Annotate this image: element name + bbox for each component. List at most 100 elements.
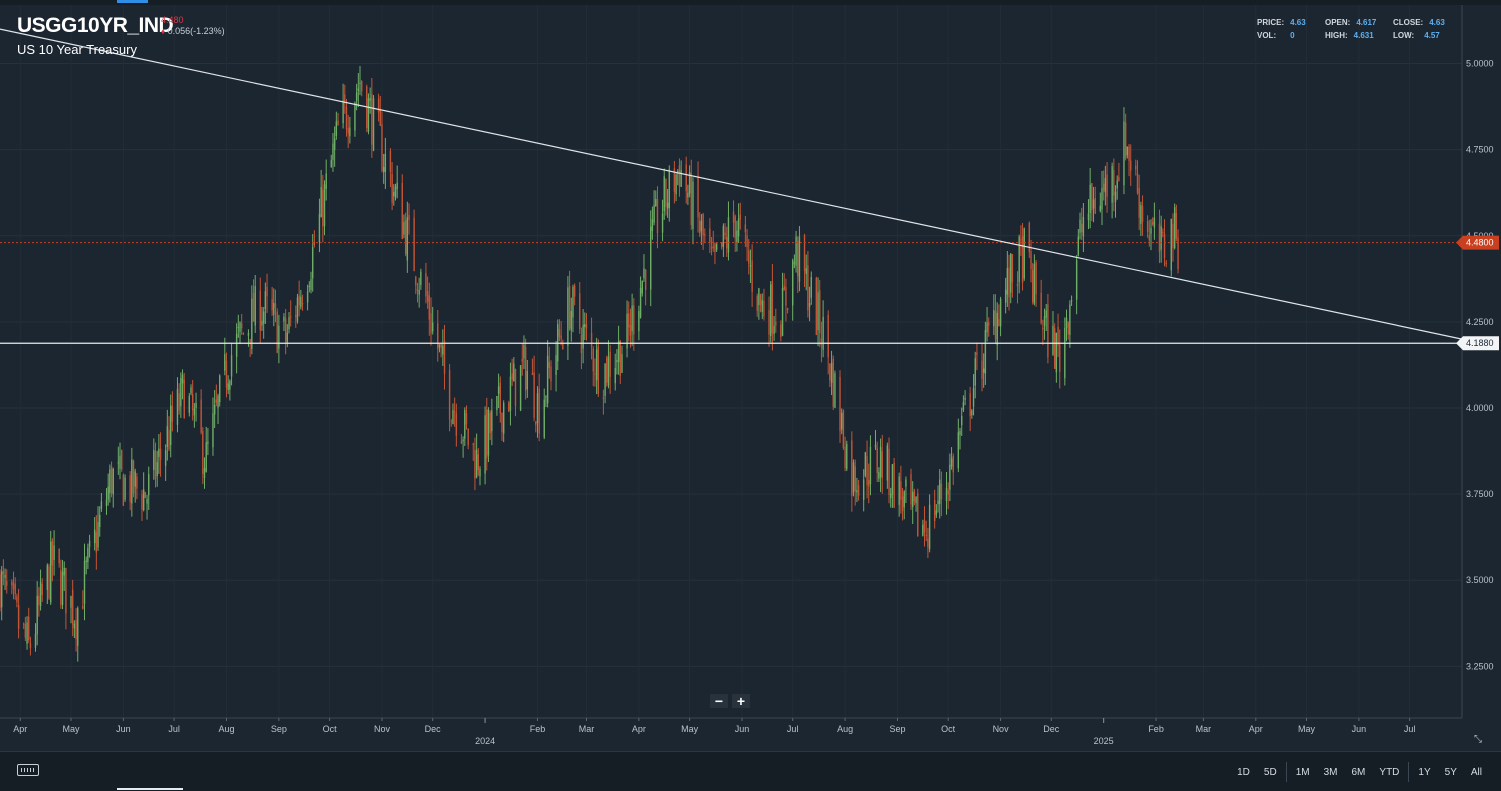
- candle-body: [77, 608, 79, 646]
- candle-body: [964, 397, 966, 400]
- candle-body: [744, 224, 747, 233]
- candle-body: [844, 446, 846, 469]
- candle-body: [734, 216, 736, 239]
- candle-body: [881, 451, 883, 479]
- candle-body: [168, 429, 170, 450]
- candle-body: [6, 581, 8, 586]
- candle-body: [1020, 239, 1022, 241]
- candle-body: [749, 265, 752, 267]
- zoom-out-button[interactable]: −: [710, 694, 728, 708]
- candle-body: [1170, 218, 1172, 271]
- x-tick-label: Jun: [1352, 724, 1367, 734]
- candle-body: [996, 312, 998, 346]
- candle-body: [266, 286, 268, 297]
- candle-body: [153, 449, 155, 470]
- symbol-title: USGG10YR_IND: [17, 14, 174, 37]
- candle-body: [75, 620, 77, 640]
- candle-body: [661, 213, 664, 233]
- x-tick-label: Jul: [1404, 724, 1416, 734]
- candle-body: [1146, 221, 1149, 232]
- candle-body: [1130, 160, 1132, 171]
- close-stat: CLOSE: 4.63: [1393, 18, 1445, 27]
- range-3m-button[interactable]: 3M: [1323, 766, 1338, 778]
- candle-body: [961, 416, 963, 426]
- range-ytd-button[interactable]: YTD: [1379, 766, 1400, 778]
- y-tick-label: 4.0000: [1466, 403, 1494, 413]
- range-5d-button[interactable]: 5D: [1263, 766, 1277, 778]
- candle-body: [827, 314, 829, 358]
- candle-body: [1140, 205, 1142, 224]
- candle-body: [982, 368, 985, 373]
- candle-body: [349, 127, 351, 137]
- candle-body: [425, 273, 427, 297]
- candle-body: [1055, 332, 1058, 373]
- candle-body: [519, 365, 522, 411]
- x-tick-label: Feb: [1148, 724, 1164, 734]
- candle-body: [830, 362, 833, 383]
- candle-body: [702, 214, 704, 236]
- candle-body: [1173, 207, 1176, 249]
- candle-body: [229, 380, 231, 390]
- candle-body: [1079, 219, 1081, 233]
- active-tab-indicator: [117, 0, 148, 3]
- candle-body: [521, 358, 523, 362]
- candle-body: [962, 402, 965, 411]
- candle-body: [95, 532, 98, 553]
- candle-body: [910, 473, 912, 505]
- candle-body: [805, 268, 807, 275]
- range-5y-button[interactable]: 5Y: [1444, 766, 1457, 778]
- candle-body: [548, 362, 551, 368]
- candle-body: [580, 334, 583, 353]
- candle-body: [856, 489, 858, 493]
- candle-body: [335, 121, 338, 137]
- candle-body: [124, 477, 126, 500]
- candle-body: [464, 410, 466, 439]
- candle-body: [475, 449, 478, 478]
- candle-body: [347, 128, 349, 134]
- candle-body: [11, 581, 13, 586]
- candle-body: [148, 474, 150, 496]
- range-1m-button[interactable]: 1M: [1295, 766, 1310, 778]
- candle-body: [487, 409, 490, 456]
- candle-body: [1035, 262, 1037, 295]
- candle-body: [763, 300, 765, 317]
- x-tick-label: Oct: [941, 724, 956, 734]
- keyboard-icon[interactable]: [17, 764, 39, 776]
- candle-body: [626, 313, 628, 349]
- candle-body: [543, 399, 545, 438]
- candle-body: [323, 184, 326, 227]
- range-1y-button[interactable]: 1Y: [1418, 766, 1431, 778]
- candle-body: [1047, 304, 1049, 358]
- candle-body: [0, 574, 1, 608]
- expand-icon[interactable]: ⤡: [1474, 734, 1482, 745]
- candle-body: [773, 325, 775, 335]
- range-6m-button[interactable]: 6M: [1351, 766, 1366, 778]
- candle-body: [474, 450, 476, 479]
- candle-body: [308, 285, 311, 287]
- range-1d-button[interactable]: 1D: [1237, 766, 1250, 778]
- zoom-in-button[interactable]: +: [732, 694, 750, 708]
- candle-body: [438, 344, 441, 348]
- candle-body: [4, 574, 6, 578]
- open-stat: OPEN: 4.617: [1325, 18, 1377, 27]
- candle-body: [531, 373, 534, 375]
- candle-body: [678, 165, 681, 187]
- candle-body: [455, 413, 458, 436]
- x-tick-label: Jun: [116, 724, 131, 734]
- candle-body: [650, 226, 652, 290]
- candle-body: [71, 589, 74, 625]
- plot-area[interactable]: [0, 5, 1462, 718]
- candle-body: [389, 150, 392, 172]
- x-tick-label: Dec: [425, 724, 442, 734]
- candle-body: [1165, 262, 1167, 265]
- candle-body: [1151, 222, 1154, 225]
- candle-body: [704, 233, 706, 236]
- range-all-button[interactable]: All: [1470, 766, 1482, 778]
- candle-body: [396, 182, 398, 189]
- price-chart[interactable]: 5.00004.75004.50004.25004.00003.75003.50…: [0, 5, 1501, 751]
- candle-body: [737, 218, 740, 237]
- candle-body: [158, 448, 160, 457]
- x-tick-label: Apr: [13, 724, 27, 734]
- x-tick-label: Jun: [735, 724, 750, 734]
- candle-body: [344, 94, 346, 104]
